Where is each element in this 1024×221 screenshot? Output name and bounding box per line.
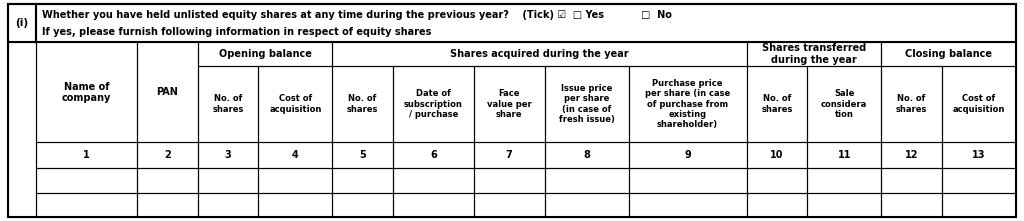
Bar	[629, 66, 746, 143]
Bar	[8, 4, 36, 42]
Bar	[8, 42, 36, 217]
Text: 11: 11	[838, 150, 851, 160]
Text: 10: 10	[770, 150, 783, 160]
Text: Name of
company: Name of company	[61, 82, 112, 103]
Bar	[474, 66, 545, 143]
Bar	[198, 66, 258, 143]
Bar	[333, 42, 746, 66]
Bar	[36, 168, 137, 192]
Text: No. of
shares: No. of shares	[761, 94, 793, 114]
Bar	[746, 192, 807, 217]
Text: Face
value per
share: Face value per share	[486, 89, 531, 119]
Text: If yes, please furnish following information in respect of equity shares: If yes, please furnish following informa…	[42, 27, 431, 37]
Bar	[333, 143, 393, 168]
Bar	[629, 143, 746, 168]
Bar	[882, 42, 1016, 66]
Text: Cost of
acquisition: Cost of acquisition	[269, 94, 322, 114]
Bar	[393, 143, 474, 168]
Bar	[807, 66, 882, 143]
Bar	[36, 143, 137, 168]
Bar	[807, 192, 882, 217]
Bar	[258, 168, 333, 192]
Bar	[393, 66, 474, 143]
Bar	[545, 143, 629, 168]
Text: 6: 6	[430, 150, 437, 160]
Text: Shares transferred
during the year: Shares transferred during the year	[762, 43, 866, 65]
Text: (i): (i)	[15, 18, 29, 28]
Bar	[942, 66, 1016, 143]
Bar	[333, 168, 393, 192]
Text: 1: 1	[83, 150, 90, 160]
Bar	[474, 192, 545, 217]
Bar	[137, 168, 198, 192]
Bar	[36, 42, 137, 143]
Bar	[36, 192, 137, 217]
Bar	[474, 143, 545, 168]
Bar	[882, 66, 942, 143]
Bar	[333, 192, 393, 217]
Text: PAN: PAN	[157, 87, 178, 97]
Bar	[137, 143, 198, 168]
Text: Date of
subscription
/ purchase: Date of subscription / purchase	[403, 89, 463, 119]
Text: No. of
shares: No. of shares	[212, 94, 244, 114]
Bar	[942, 143, 1016, 168]
Text: 8: 8	[584, 150, 590, 160]
Bar	[882, 192, 942, 217]
Bar	[746, 143, 807, 168]
Bar	[629, 168, 746, 192]
Text: 2: 2	[164, 150, 171, 160]
Bar	[137, 42, 198, 143]
Bar	[807, 143, 882, 168]
Text: Purchase price
per share (in case
of purchase from
existing
shareholder): Purchase price per share (in case of pur…	[645, 79, 730, 130]
Bar	[258, 66, 333, 143]
Text: No. of
shares: No. of shares	[347, 94, 378, 114]
Bar	[882, 143, 942, 168]
Text: Cost of
acquisition: Cost of acquisition	[952, 94, 1006, 114]
Bar	[545, 66, 629, 143]
Bar	[882, 168, 942, 192]
Bar	[198, 168, 258, 192]
Text: 13: 13	[972, 150, 986, 160]
Bar	[333, 66, 393, 143]
Bar	[746, 42, 882, 66]
Bar	[36, 4, 1016, 42]
Text: No. of
shares: No. of shares	[896, 94, 928, 114]
Text: 7: 7	[506, 150, 513, 160]
Text: 3: 3	[224, 150, 231, 160]
Text: Opening balance: Opening balance	[218, 49, 311, 59]
Bar	[258, 192, 333, 217]
Bar	[393, 168, 474, 192]
Bar	[474, 168, 545, 192]
Bar	[746, 168, 807, 192]
Text: Issue price
per share
(in case of
fresh issue): Issue price per share (in case of fresh …	[559, 84, 614, 124]
Text: 4: 4	[292, 150, 299, 160]
Text: Whether you have held unlisted equity shares at any time during the previous yea: Whether you have held unlisted equity sh…	[42, 10, 672, 20]
Bar	[942, 192, 1016, 217]
Bar	[629, 192, 746, 217]
Bar	[198, 143, 258, 168]
Bar	[746, 66, 807, 143]
Bar	[198, 192, 258, 217]
Text: Shares acquired during the year: Shares acquired during the year	[451, 49, 629, 59]
Bar	[545, 192, 629, 217]
Bar	[807, 168, 882, 192]
Bar	[198, 42, 333, 66]
Text: Sale
considera
tion: Sale considera tion	[821, 89, 867, 119]
Bar	[258, 143, 333, 168]
Text: 9: 9	[684, 150, 691, 160]
Text: Closing balance: Closing balance	[905, 49, 992, 59]
Text: 12: 12	[905, 150, 919, 160]
Bar	[393, 192, 474, 217]
Text: 5: 5	[359, 150, 366, 160]
Bar	[942, 168, 1016, 192]
Bar	[137, 192, 198, 217]
Bar	[545, 168, 629, 192]
